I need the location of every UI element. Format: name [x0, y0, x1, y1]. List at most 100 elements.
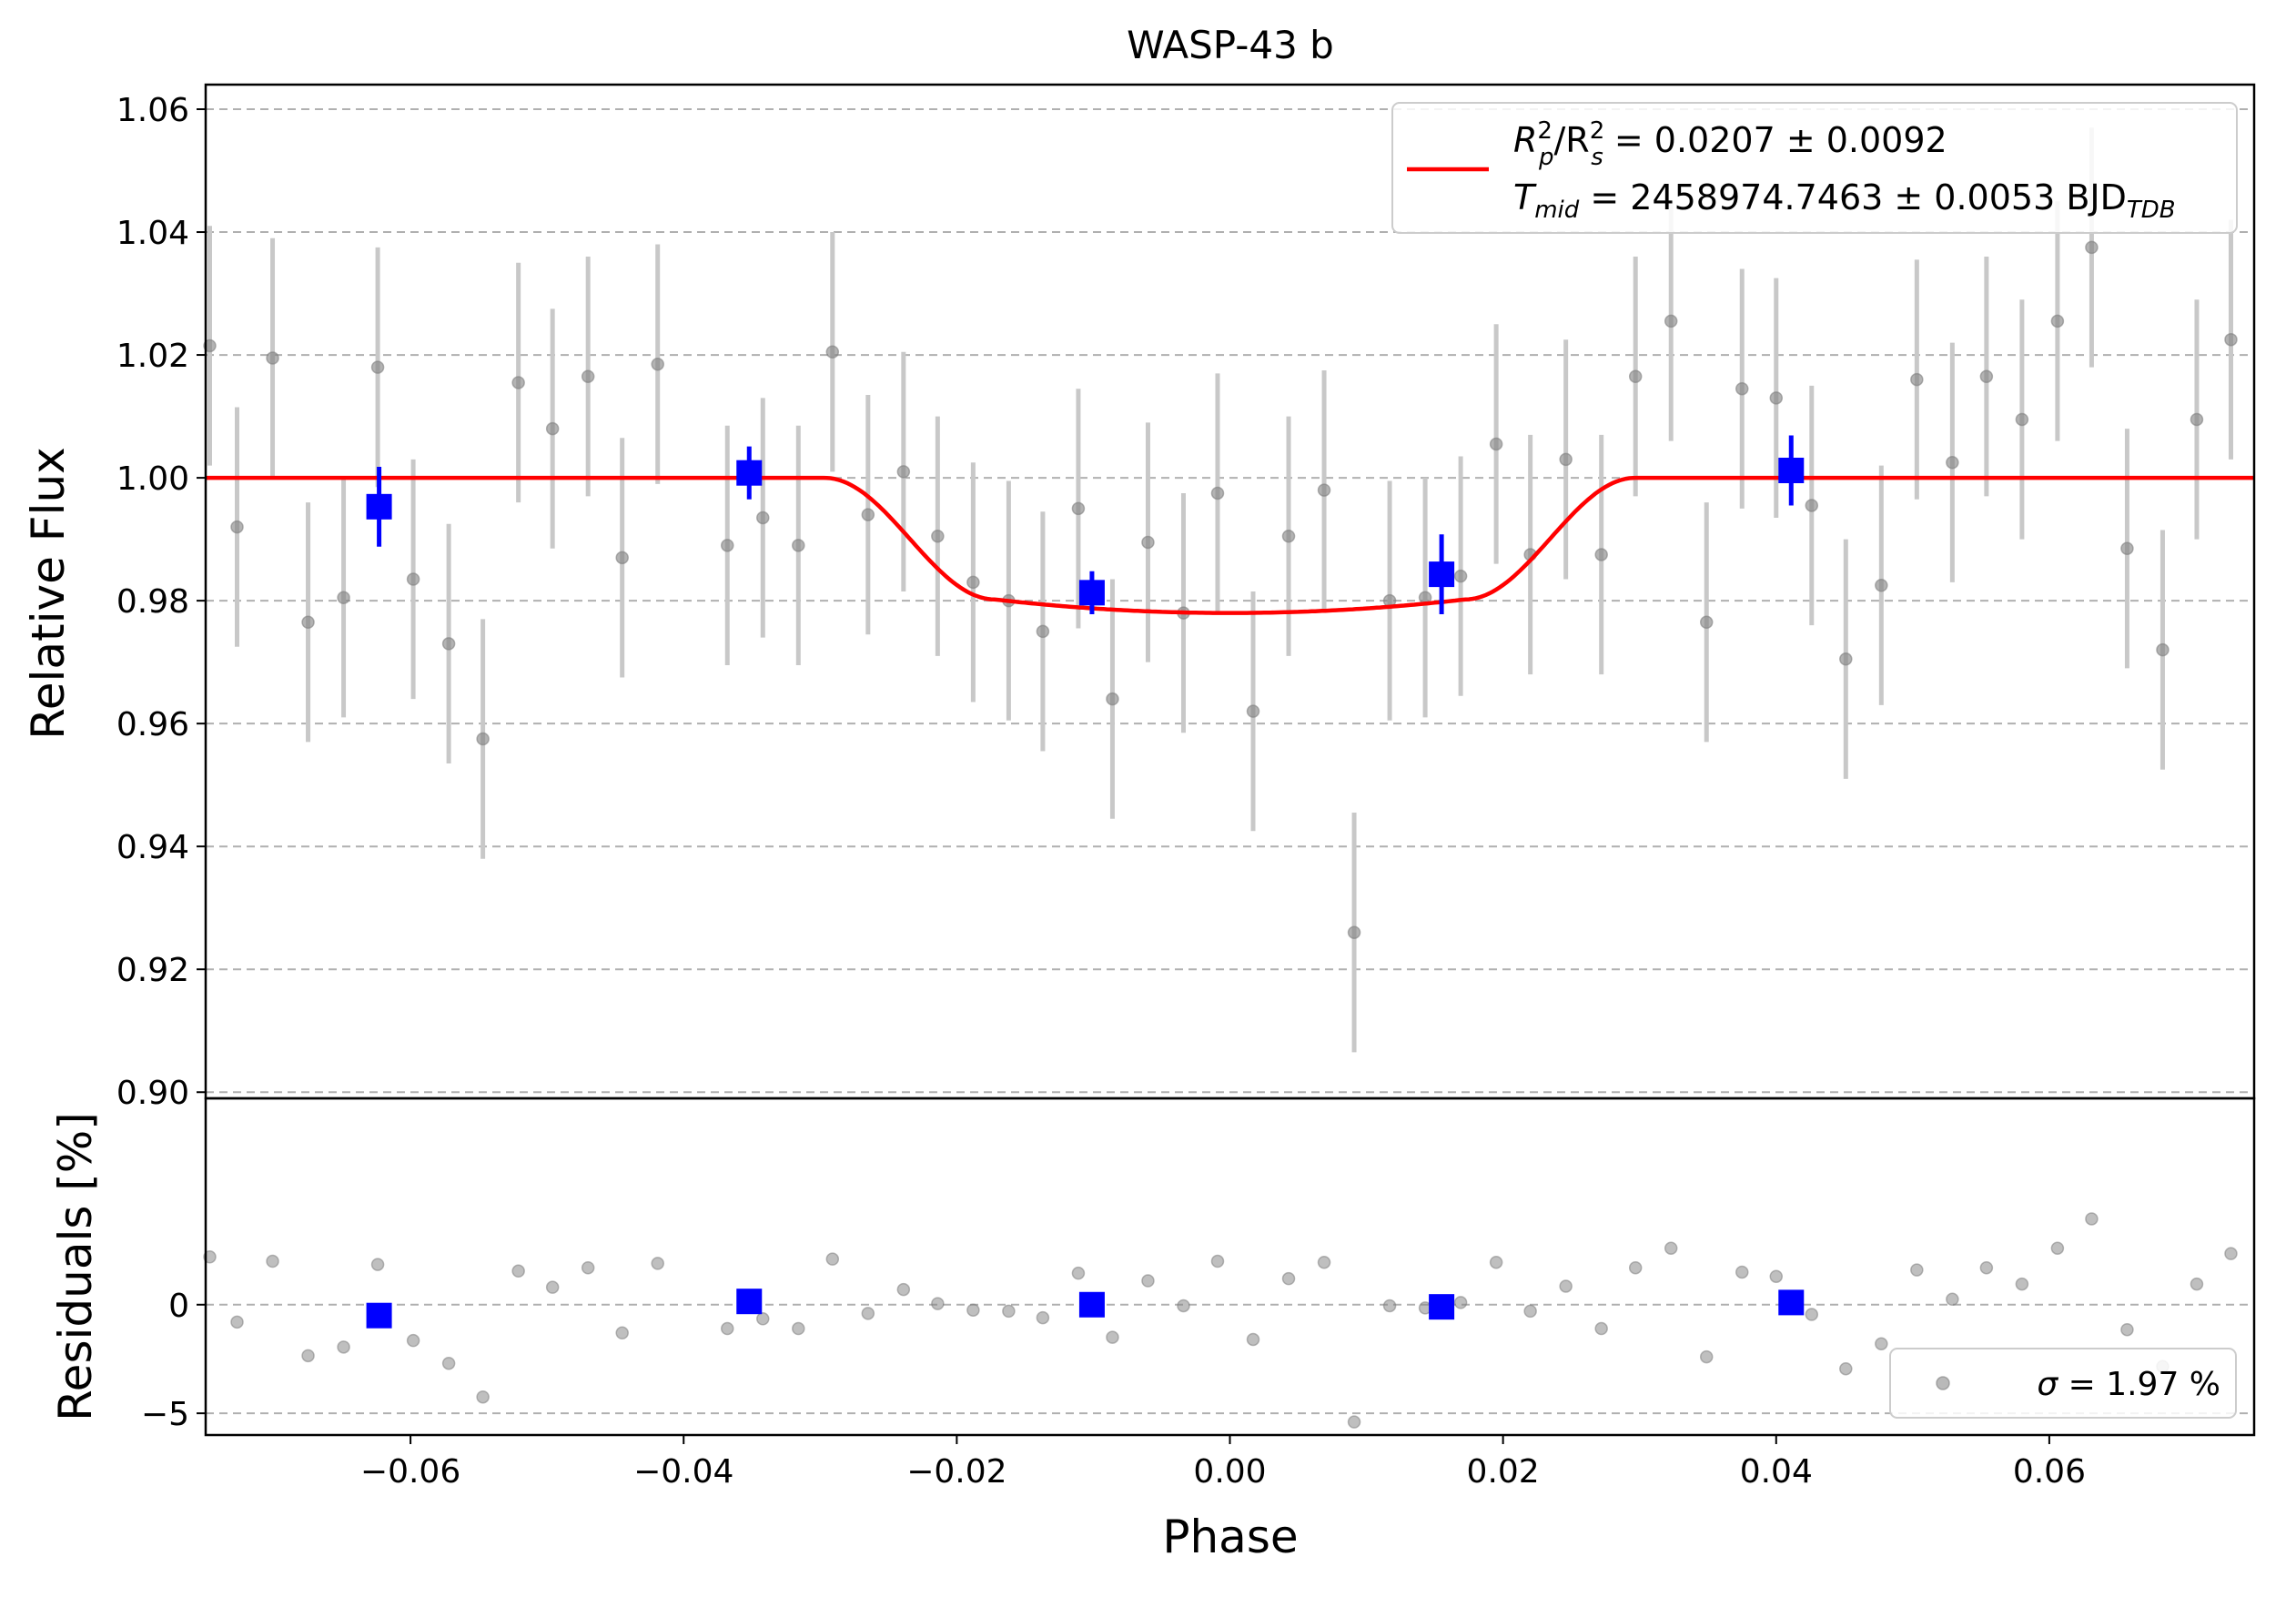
- residual-point: [581, 1260, 595, 1275]
- residual-binned-point: [736, 1289, 763, 1315]
- residual-legend-marker: [1936, 1376, 1950, 1390]
- binned-point: [1778, 457, 1805, 483]
- data-point: [1979, 369, 1994, 383]
- residual-point: [792, 1321, 805, 1336]
- data-point: [1071, 501, 1086, 516]
- data-point: [896, 465, 911, 479]
- residual-point: [1210, 1254, 1225, 1268]
- residual-point: [1246, 1332, 1260, 1347]
- data-point: [2050, 314, 2065, 328]
- residual-legend-text: σ = 1.97 %: [2037, 1366, 2220, 1403]
- data-point: [1735, 381, 1749, 396]
- data-point: [1805, 499, 1819, 512]
- main-plot-frame: [204, 83, 2256, 1100]
- data-point: [2224, 332, 2238, 347]
- data-point: [1317, 483, 1331, 497]
- residual-point: [651, 1257, 664, 1270]
- data-point: [756, 510, 770, 525]
- residual-point: [861, 1307, 875, 1320]
- residual-point: [545, 1280, 560, 1294]
- residual-point: [721, 1321, 734, 1336]
- data-point: [1141, 535, 1155, 550]
- data-point: [230, 520, 244, 534]
- residual-binned-point: [1078, 1291, 1105, 1318]
- residual-legend: σ = 1.97 %: [1889, 1348, 2237, 1419]
- main-y-tick-label: 0.96: [116, 706, 189, 743]
- data-point: [1664, 314, 1678, 328]
- residual-point: [2120, 1322, 2134, 1337]
- data-point: [651, 357, 664, 371]
- main-y-axis-label: Relative Flux: [22, 447, 75, 739]
- data-point: [1946, 455, 1959, 470]
- residual-point: [2050, 1241, 2065, 1255]
- data-point: [2156, 642, 2170, 657]
- data-point: [1839, 652, 1853, 666]
- main-data-points: [203, 240, 2238, 939]
- residual-point: [1769, 1269, 1784, 1283]
- data-point: [1347, 925, 1361, 939]
- data-point: [615, 551, 629, 565]
- data-point: [301, 615, 315, 630]
- residual-point: [230, 1315, 244, 1329]
- data-point: [1453, 569, 1468, 583]
- residual-binned-points: [366, 1289, 1805, 1329]
- data-point: [825, 345, 840, 359]
- binned-point: [736, 460, 763, 486]
- data-point: [792, 539, 805, 552]
- legend-depth-text: R2 p/R2 s = 0.0207 ± 0.0092: [1513, 117, 1947, 171]
- transit-model: [206, 475, 2254, 615]
- main-y-tick-label: 0.98: [116, 583, 189, 621]
- main-grid: [206, 108, 2254, 1094]
- data-point: [1875, 578, 1888, 592]
- residual-point: [1699, 1349, 1714, 1364]
- data-point: [1246, 704, 1260, 718]
- residual-point: [203, 1250, 217, 1264]
- data-point: [966, 575, 980, 590]
- x-tick-label: −0.04: [633, 1453, 733, 1491]
- main-y-tick-label: 1.06: [116, 92, 189, 129]
- legend-tmid-text: Tmid = 2458974.7463 ± 0.0053 BJDTDB: [1513, 177, 2176, 224]
- main-errorbars: [207, 127, 2233, 1053]
- chart-title: WASP-43 b: [1127, 23, 1334, 67]
- main-legend-box: [1391, 102, 2238, 234]
- x-tick-label: −0.02: [906, 1453, 1006, 1491]
- data-point: [2120, 541, 2134, 555]
- x-tick-label: 0.02: [1467, 1453, 1540, 1491]
- residual-point: [1002, 1304, 1016, 1319]
- data-point: [1106, 692, 1119, 706]
- data-point: [2015, 412, 2029, 427]
- data-point: [861, 508, 875, 521]
- residual-y-ticks: −5 0: [141, 1288, 206, 1433]
- data-point: [266, 351, 279, 365]
- data-point: [1594, 548, 1608, 561]
- data-point: [370, 360, 385, 374]
- main-y-tick-label: 1.02: [116, 338, 189, 375]
- data-point: [1628, 369, 1643, 383]
- main-y-tick-label: 0.94: [116, 829, 189, 866]
- residual-point: [1382, 1299, 1397, 1313]
- main-y-tick-label: 1.04: [116, 215, 189, 252]
- model-curve: [206, 475, 2254, 615]
- x-tick-label: 0.04: [1740, 1453, 1813, 1491]
- x-tick-label: −0.06: [360, 1453, 460, 1491]
- residual-point: [370, 1258, 385, 1271]
- residual-y-tick-label: 0: [168, 1288, 189, 1325]
- residual-point: [1489, 1255, 1503, 1269]
- data-point: [1489, 437, 1503, 451]
- data-point: [581, 369, 595, 383]
- main-y-tick-label: 0.92: [116, 952, 189, 989]
- residual-point: [966, 1303, 980, 1317]
- residual-point: [825, 1252, 840, 1266]
- main-binned-points: [366, 435, 1805, 614]
- residual-legend-box: [1889, 1348, 2237, 1419]
- residual-point: [1347, 1415, 1361, 1429]
- data-point: [1769, 391, 1784, 405]
- residual-point: [1071, 1266, 1086, 1280]
- data-point: [2190, 412, 2204, 427]
- residual-point: [2190, 1277, 2204, 1291]
- residual-point: [1177, 1299, 1190, 1313]
- data-point: [406, 572, 420, 586]
- residual-point: [266, 1254, 279, 1268]
- residual-y-axis-label: Residuals [%]: [49, 1112, 102, 1421]
